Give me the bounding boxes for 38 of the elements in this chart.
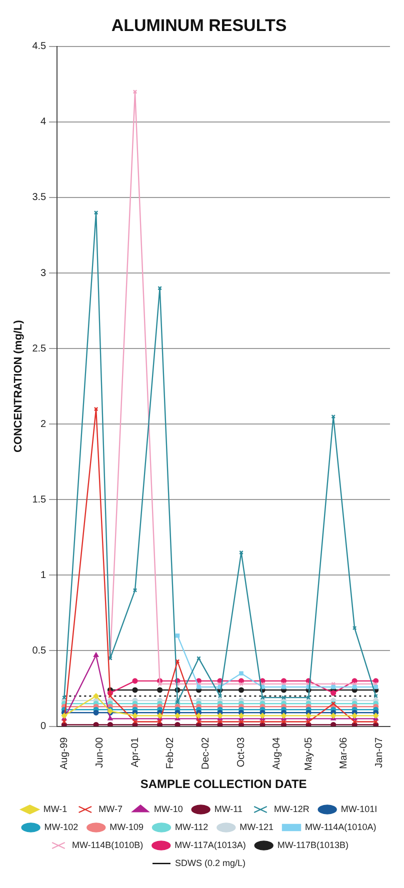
legend-label: MW-121: [240, 822, 274, 832]
legend-label: MW-114A(1010A): [305, 822, 376, 832]
y-tick-label: 0.5: [32, 645, 47, 656]
x-tick-label: Jan-07: [374, 736, 386, 768]
y-tick-label: 3.5: [32, 192, 47, 204]
y-tick-label: 4.5: [32, 41, 47, 52]
legend-label: MW-102: [44, 822, 78, 832]
legend-label: MW-1: [43, 804, 68, 814]
legend-label: MW-114B(1010B): [72, 840, 144, 850]
x-tick-label: Feb-02: [165, 736, 176, 769]
chart-title: ALUMINUM RESULTS: [111, 16, 287, 35]
x-tick-label: Apr-01: [130, 736, 141, 768]
legend-label: MW-10: [154, 804, 183, 814]
y-tick-label: 2: [40, 418, 47, 430]
legend-label: MW-101I: [340, 804, 378, 814]
legend-label: MW-112: [174, 822, 208, 832]
legend-label: MW-11: [214, 804, 242, 814]
y-tick-label: 1: [40, 570, 47, 581]
legend-label: MW-109: [110, 822, 144, 832]
x-tick-label: May-05: [303, 736, 314, 771]
legend-label: MW-12R: [274, 804, 310, 814]
x-tick-label: Oct-03: [236, 736, 248, 768]
y-tick-label: 1.5: [32, 494, 47, 506]
x-tick-label: Aug-99: [58, 736, 70, 770]
y-tick-label: 0: [40, 721, 47, 732]
legend-label: MW-7: [98, 804, 122, 814]
legend-label: SDWS (0.2 mg/L): [174, 858, 246, 868]
legend-label: MW-117A(1013A): [174, 840, 246, 850]
y-tick-label: 4: [40, 116, 47, 128]
x-tick-label: Jun-00: [94, 736, 106, 768]
x-tick-label: Aug-04: [271, 736, 282, 770]
y-tick-label: 3: [40, 268, 47, 279]
x-tick-label: Dec-02: [200, 736, 212, 770]
x-axis-title: SAMPLE COLLECTION DATE: [140, 777, 307, 792]
legend-label: MW-117B(1013B): [277, 840, 349, 850]
y-axis-title: CONCENTRATION (mg/L): [12, 320, 25, 453]
y-tick-label: 2.5: [32, 343, 47, 354]
x-tick-label: Mar-06: [338, 736, 350, 769]
